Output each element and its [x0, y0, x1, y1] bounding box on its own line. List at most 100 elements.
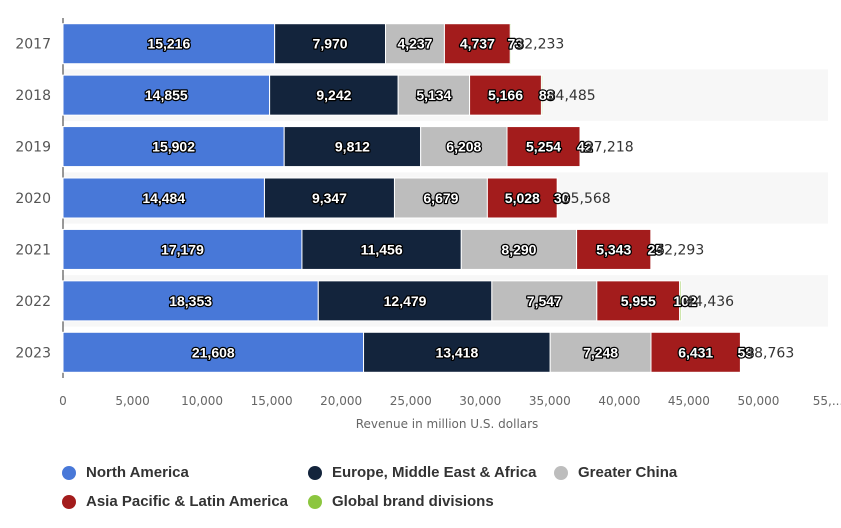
bar-segment[interactable] — [460, 228, 578, 270]
legend-label: Greater China — [578, 464, 678, 481]
bar-segment[interactable] — [509, 23, 512, 65]
total-label: 48,763 — [745, 345, 794, 361]
legend-label: Europe, Middle East & Africa — [332, 464, 537, 481]
data-label: 21,608 — [192, 344, 235, 360]
data-label: 7,970 — [313, 36, 348, 52]
category-tick-label: 2020 — [15, 191, 51, 207]
data-label: 4,737 — [460, 36, 495, 52]
x-tick-label: 20,000 — [320, 394, 362, 408]
legend-marker — [62, 465, 76, 480]
data-label: 8,290 — [501, 241, 536, 257]
data-label-global-brand: 58 — [737, 344, 753, 360]
x-tick-label: 15,000 — [251, 394, 293, 408]
total-label: 44,436 — [685, 294, 734, 310]
bar-segment[interactable] — [62, 177, 265, 219]
x-tick-label: 10,000 — [181, 394, 223, 408]
bar-segment[interactable] — [62, 280, 319, 322]
legend-label: Asia Pacific & Latin America — [86, 493, 289, 510]
data-label-global-brand: 30 — [554, 190, 570, 206]
x-tick-label: 40,000 — [598, 394, 640, 408]
bar-segment[interactable] — [650, 331, 741, 373]
legend-item-asia-pacific-latin-america[interactable]: Asia Pacific & Latin America — [62, 493, 288, 510]
bar-segment[interactable] — [283, 126, 422, 168]
legend-marker — [62, 494, 76, 509]
data-label: 14,855 — [145, 87, 188, 103]
bar-segment[interactable] — [739, 331, 742, 373]
data-label: 7,248 — [583, 344, 618, 360]
data-label: 15,216 — [147, 36, 190, 52]
x-tick-label: 50,000 — [737, 394, 779, 408]
bar-segment[interactable] — [384, 23, 445, 65]
data-label: 5,343 — [596, 241, 631, 257]
legend-item-global-brand-divisions[interactable]: Global brand divisions — [308, 493, 494, 510]
legend-marker — [308, 494, 322, 509]
bar-segment[interactable] — [269, 74, 399, 116]
legend-item-emea[interactable]: Europe, Middle East & Africa — [308, 464, 537, 481]
bar-segment[interactable] — [317, 280, 493, 322]
total-label: 42,293 — [655, 242, 704, 258]
category-tick-label: 2019 — [15, 140, 51, 156]
bar-segment[interactable] — [274, 23, 386, 65]
data-label: 9,347 — [312, 190, 347, 206]
bar-segment[interactable] — [549, 331, 652, 373]
bar-segment[interactable] — [62, 126, 285, 168]
data-label: 11,456 — [361, 241, 403, 257]
legend-marker — [554, 465, 568, 480]
x-tick-label: 5,000 — [115, 394, 149, 408]
bar-segment[interactable] — [62, 74, 271, 116]
legend-item-greater-china[interactable]: Greater China — [554, 464, 677, 481]
data-label-global-brand: 73 — [508, 36, 524, 52]
legend-label: Global brand divisions — [332, 493, 494, 510]
x-tick-label: 35,000 — [529, 394, 571, 408]
data-label: 5,955 — [621, 293, 656, 309]
bar-segment[interactable] — [576, 228, 652, 270]
data-label: 12,479 — [384, 293, 427, 309]
bar-segment[interactable] — [596, 280, 681, 322]
bar-segment[interactable] — [469, 74, 542, 116]
data-label-global-brand: 25 — [647, 241, 663, 257]
bar-segment[interactable] — [301, 228, 462, 270]
bar-segment[interactable] — [263, 177, 395, 219]
category-tick-label: 2017 — [15, 37, 51, 53]
data-label: 17,179 — [161, 241, 204, 257]
bar-segment[interactable] — [506, 126, 581, 168]
data-label: 9,242 — [316, 87, 351, 103]
category-tick-label: 2023 — [15, 345, 51, 361]
data-label: 5,166 — [488, 87, 523, 103]
total-label: 32,233 — [515, 37, 564, 53]
total-label: 37,218 — [585, 140, 634, 156]
data-label: 5,134 — [416, 87, 451, 103]
data-label-global-brand: 102 — [673, 293, 697, 309]
data-label: 15,902 — [152, 139, 195, 155]
legend-item-north-america[interactable]: North America — [62, 464, 189, 481]
bar-segment[interactable] — [363, 331, 551, 373]
data-label: 5,028 — [505, 190, 540, 206]
bar-segment[interactable] — [579, 126, 582, 168]
total-label: 34,485 — [547, 88, 596, 104]
bar-segment[interactable] — [62, 331, 365, 373]
bar-segment[interactable] — [397, 74, 471, 116]
legend-marker — [308, 465, 322, 480]
category-tick-label: 2022 — [15, 294, 51, 310]
total-label: 35,568 — [562, 191, 611, 207]
x-tick-label: 25,000 — [390, 394, 432, 408]
stacked-bar-chart: 15,216 7,970 4,237 4,737 73 32,233 2017 14,855 9… — [15, 18, 841, 431]
data-label: 7,547 — [527, 293, 562, 309]
x-tick-label: 0 — [59, 394, 67, 408]
x-tick-label: 55,... — [813, 394, 841, 408]
category-tick-label: 2018 — [15, 88, 51, 104]
x-tick-label: 30,000 — [459, 394, 501, 408]
bar-segment[interactable] — [540, 74, 544, 116]
legend-label: North America — [86, 464, 189, 481]
data-label-global-brand: 42 — [577, 139, 593, 155]
bar-segment[interactable] — [443, 23, 511, 65]
bar-segment[interactable] — [420, 126, 508, 168]
bar-segment[interactable] — [393, 177, 488, 219]
data-label: 5,254 — [526, 139, 561, 155]
data-label: 6,431 — [678, 344, 713, 360]
x-axis-title: Revenue in million U.S. dollars — [356, 417, 539, 431]
bar-segment[interactable] — [679, 280, 682, 322]
legend: North America Europe, Middle East & Afri… — [62, 464, 822, 524]
category-tick-label: 2021 — [15, 242, 51, 258]
